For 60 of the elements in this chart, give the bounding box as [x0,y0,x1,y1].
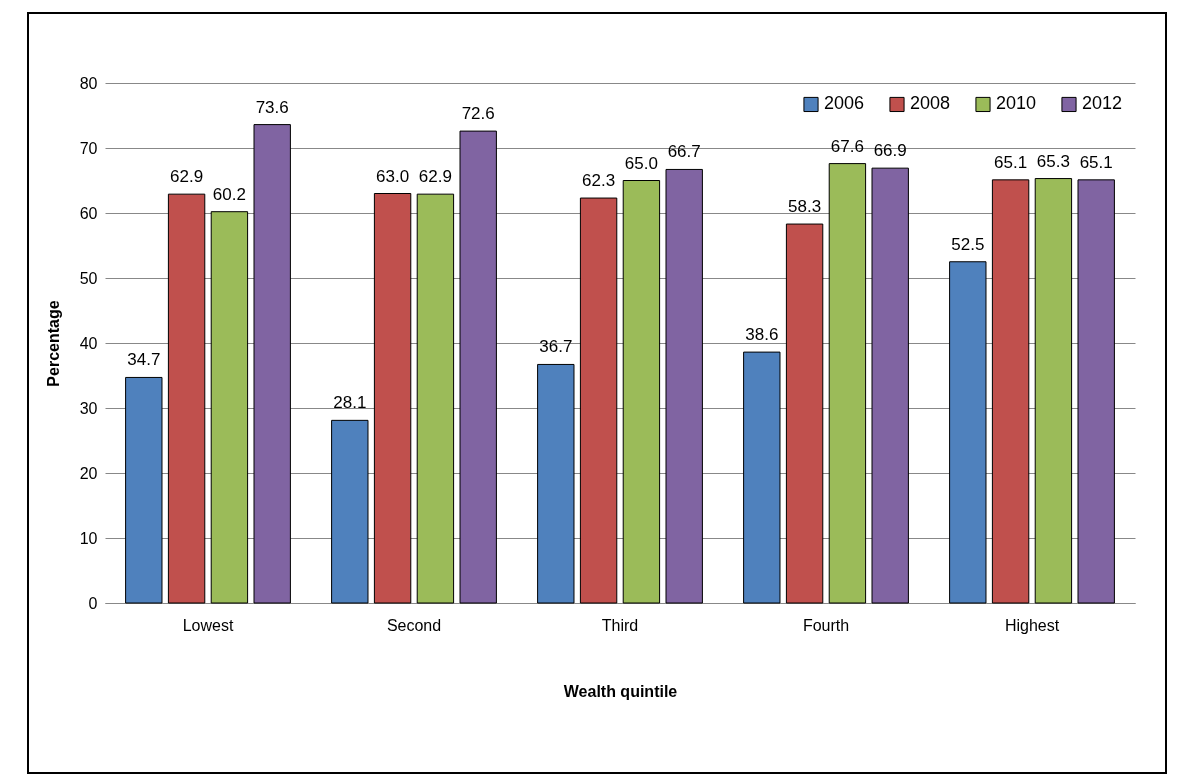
y-tick-label: 20 [79,464,98,482]
y-tick-label: 50 [79,269,98,287]
y-tick-label: 10 [79,529,98,547]
bar [743,351,781,604]
bar [459,130,497,604]
x-tick-label: Second [386,616,442,634]
data-label: 66.9 [873,141,907,161]
y-tick-label: 0 [88,594,98,612]
data-label: 62.9 [418,167,452,187]
data-label: 63.0 [376,166,410,186]
bar [537,363,575,604]
bar [949,261,987,604]
y-tick-label: 30 [79,399,98,417]
bar [331,419,369,604]
bar [665,168,703,604]
data-label: 52.5 [951,234,985,254]
bar [991,179,1030,604]
bar [125,376,163,604]
y-tick-label: 60 [79,204,98,222]
x-tick-label: Highest [1004,616,1060,634]
y-tick-label: 70 [79,139,98,157]
y-axis-title: Percentage [44,300,62,387]
data-label: 58.3 [788,197,822,217]
data-label: 73.6 [255,97,289,117]
legend-label: 2012 [1082,93,1123,114]
x-axis-title: Wealth quintile [563,682,678,700]
x-tick-label: Lowest [182,616,234,634]
bar [210,211,249,604]
data-label: 66.7 [667,142,701,162]
legend-label: 2006 [824,93,865,114]
bar [579,197,618,604]
data-label: 38.6 [745,325,779,345]
data-label: 34.7 [127,350,161,370]
bar [373,193,412,604]
data-label: 65.1 [994,152,1028,172]
bar [1034,178,1073,604]
data-label: 28.1 [333,393,367,413]
data-label: 72.6 [461,104,495,124]
legend-label: 2008 [910,93,951,114]
bar [785,223,824,604]
y-tick-label: 80 [79,74,98,92]
bar [167,193,206,604]
data-label: 60.2 [212,184,246,204]
x-tick-label: Third [601,616,639,634]
bar [416,193,455,604]
bar [1077,179,1115,604]
data-label: 65.0 [624,153,658,173]
x-tick-label: Fourth [802,616,850,634]
data-label: 62.3 [582,171,616,191]
bar [828,163,867,604]
y-tick-label: 40 [79,334,98,352]
data-label: 67.6 [830,136,864,156]
bar [253,124,291,604]
bar [622,180,661,604]
data-label: 65.1 [1079,152,1113,172]
bar [871,167,909,604]
legend-label: 2010 [996,93,1037,114]
data-label: 62.9 [170,167,204,187]
data-label: 65.3 [1036,151,1070,171]
data-label: 36.7 [539,337,573,357]
